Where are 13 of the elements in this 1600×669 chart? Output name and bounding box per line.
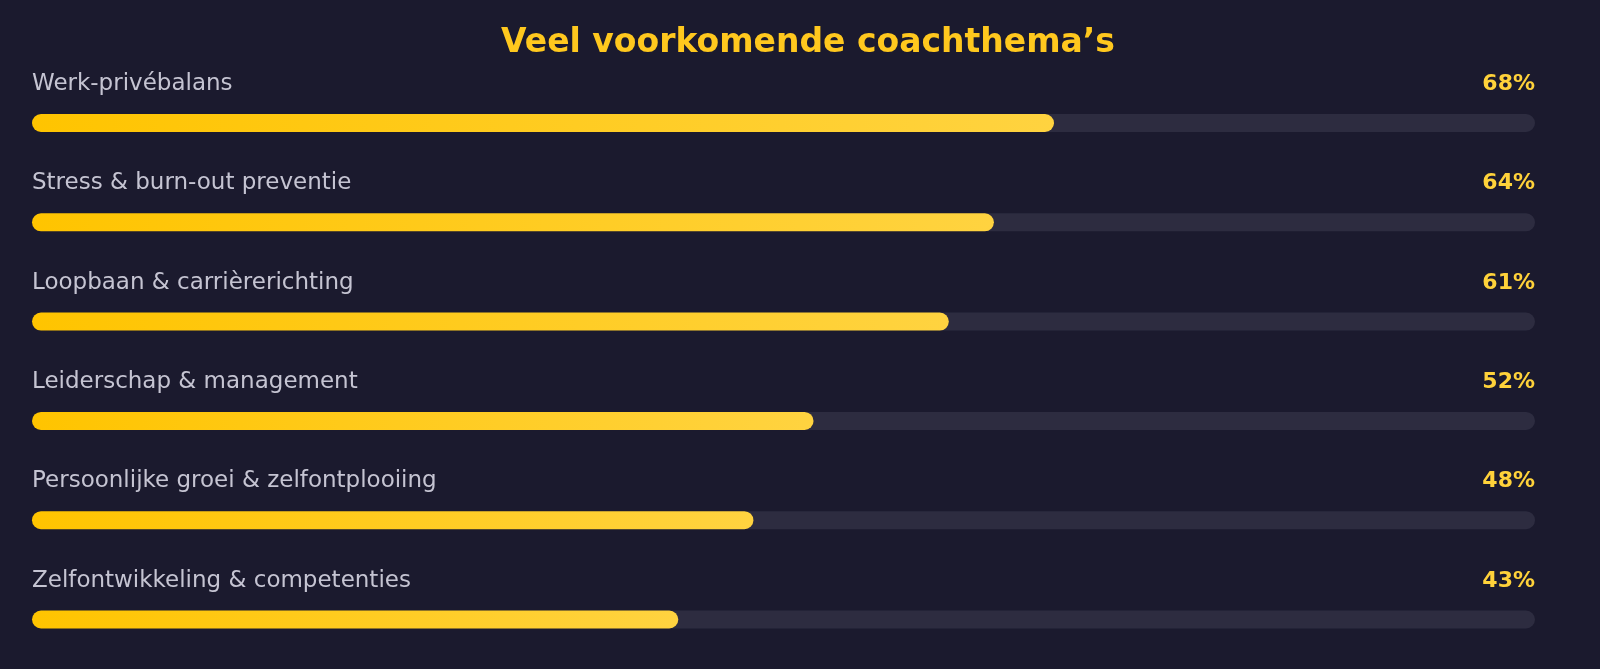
data-label: 64% — [1482, 169, 1535, 195]
data-label: 48% — [1482, 467, 1535, 493]
data-label: 52% — [1482, 367, 1535, 393]
chart-title: Veel voorkomende coachthema’s — [501, 21, 1115, 60]
y-tick-label: Werk-privébalans — [32, 69, 233, 95]
y-tick-label: Zelfontwikkeling & competenties — [32, 565, 411, 592]
y-tick-label: Leiderschap & management — [32, 366, 358, 393]
y-tick-label: Persoonlijke groei & zelfontplooiing — [32, 466, 437, 493]
y-tick-label: Stress & burn-out preventie — [32, 168, 352, 195]
data-label: 43% — [1482, 566, 1535, 592]
y-tick-label: Loopbaan & carrièrerichting — [32, 267, 354, 294]
data-label: 68% — [1482, 70, 1535, 95]
data-label: 61% — [1482, 268, 1535, 294]
